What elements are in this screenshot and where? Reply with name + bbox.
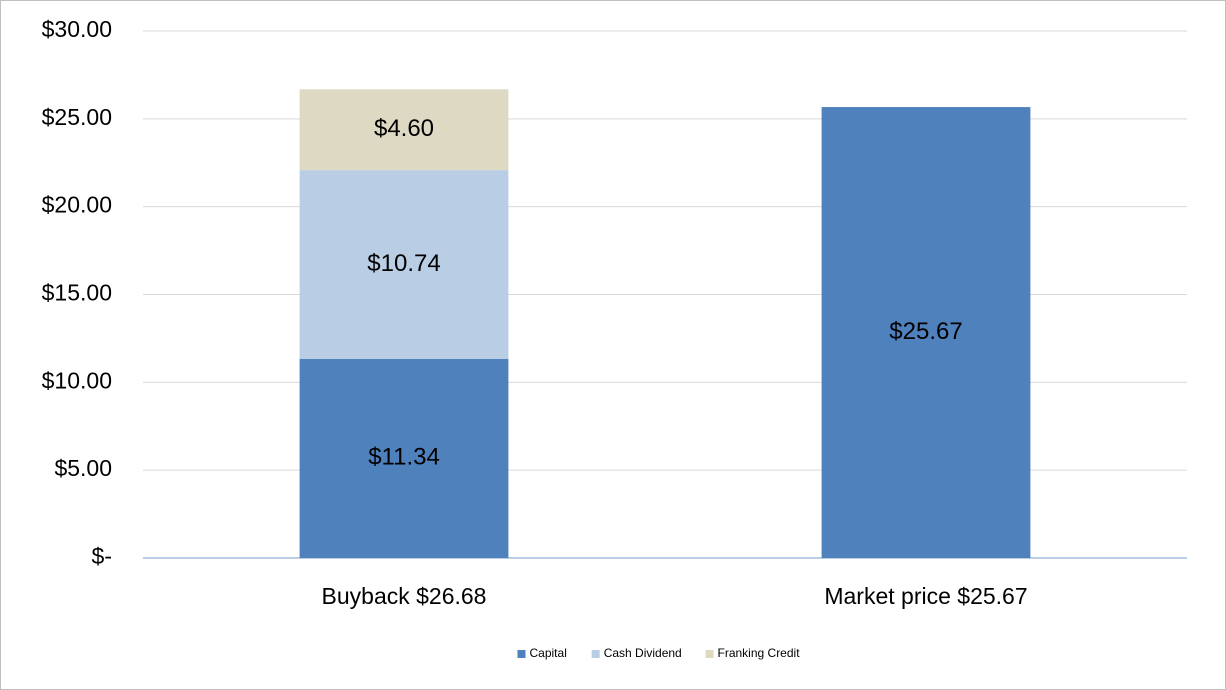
value-label: $11.34 [368,444,440,471]
x-tick-label: Market price $25.67 [824,583,1027,609]
y-tick-label: $25.00 [42,104,112,130]
legend-swatch [705,650,714,658]
legend-label: Franking Credit [718,646,801,660]
bar-segment [299,89,509,171]
y-tick-label: $10.00 [42,367,112,393]
y-tick-label: $15.00 [42,280,112,306]
legend-label: Capital [530,646,567,660]
x-tick-label: Buyback $26.68 [322,583,487,609]
value-label: $10.74 [367,250,440,277]
bar-segment [821,107,1031,559]
legend-label: Cash Dividend [604,646,682,660]
y-tick-label: $20.00 [42,192,112,218]
bar-segment [299,170,509,359]
y-tick-label: $30.00 [42,16,112,42]
y-tick-label: $- [92,543,112,569]
y-tick-label: $5.00 [54,455,112,481]
value-label: $4.60 [374,115,434,142]
legend-swatch [591,650,600,658]
bar-segment [299,358,509,558]
value-label: $25.67 [889,318,962,345]
legend-swatch [517,650,526,658]
